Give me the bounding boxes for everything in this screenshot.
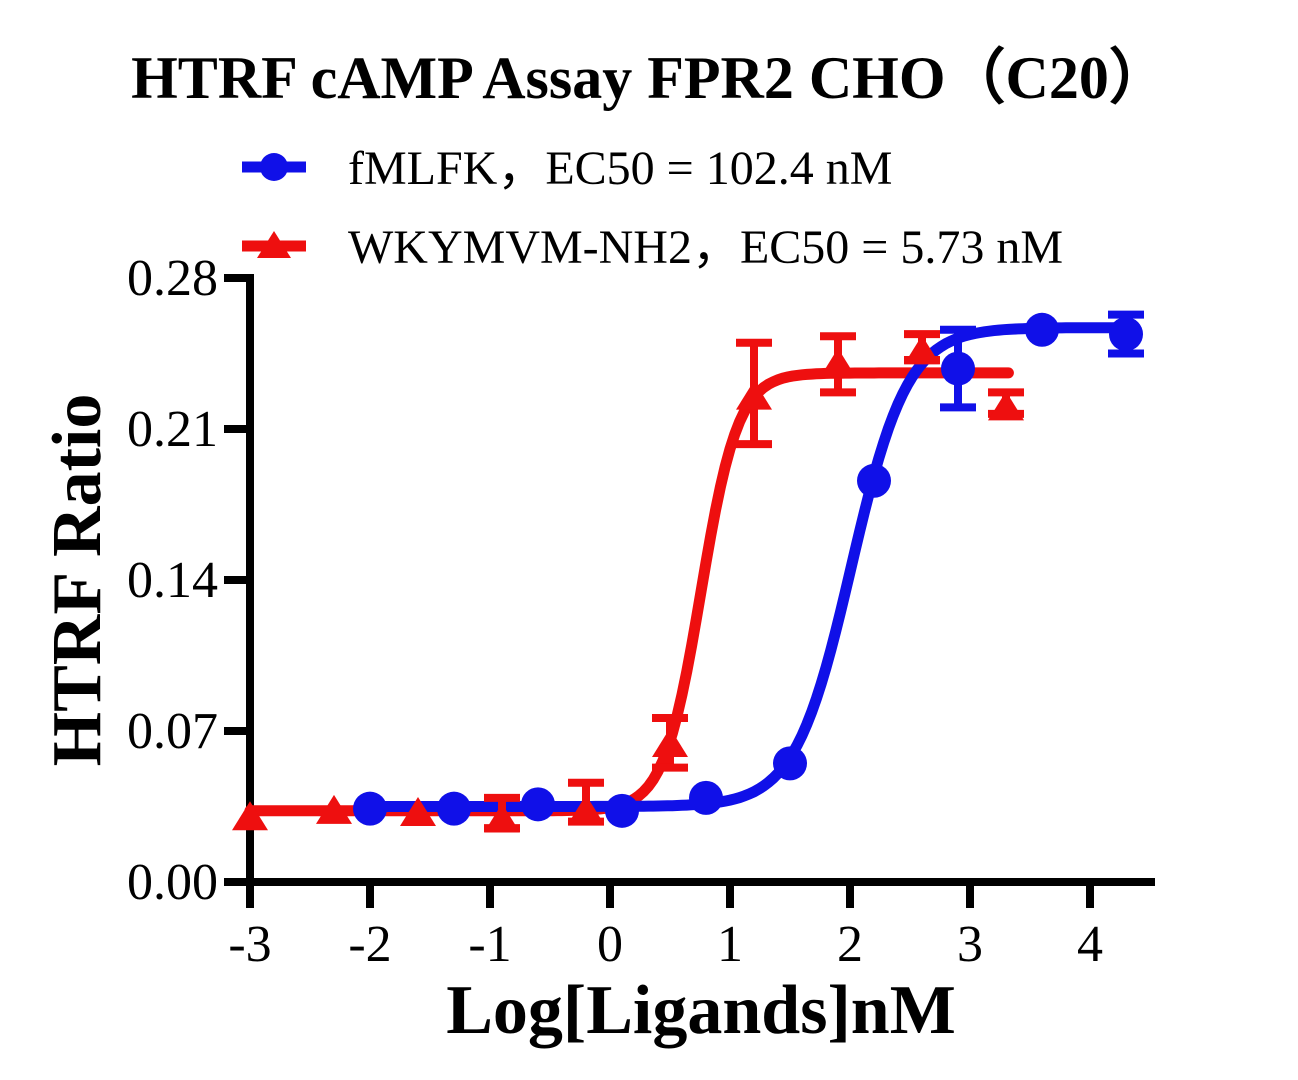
data-point-circle — [437, 791, 471, 826]
data-point-circle — [353, 791, 387, 826]
legend-item-wkymvm: WKYMVM-NH2，EC50 = 5.73 nM — [242, 221, 1063, 274]
data-point-circle — [1025, 312, 1059, 347]
data-point-triangle — [400, 796, 436, 826]
y-tick-label: 0.28 — [127, 250, 218, 307]
data-point-triangle — [904, 335, 940, 365]
data-point-circle — [521, 787, 555, 822]
error-bars — [484, 310, 1144, 833]
y-tick-label: 0.07 — [127, 703, 218, 760]
data-point-triangle — [232, 801, 268, 831]
fit-curves — [244, 322, 1134, 817]
axes: 0.00 0.07 0.14 0.21 0.28 -3 -2 -1 0 1 2 3 4 — [127, 250, 1155, 973]
x-tick-label: -3 — [228, 916, 271, 973]
legend-triangle-marker-icon — [257, 231, 291, 258]
data-point-triangle — [736, 380, 772, 410]
x-tick-label: 3 — [957, 916, 983, 973]
legend: fMLFK，EC50 = 102.4 nM WKYMVM-NH2，EC50 = … — [242, 142, 1063, 274]
y-tick-label: 0.14 — [127, 552, 218, 609]
fit-curve-wkymvm-nh2 — [244, 367, 1014, 817]
data-point-triangle — [988, 391, 1024, 421]
data-point-triangle — [484, 803, 520, 833]
data-point-triangle — [820, 348, 856, 378]
y-axis-label: HTRF Ratio — [39, 394, 116, 767]
x-tick-label: -1 — [468, 916, 511, 973]
data-point-triangle — [316, 794, 352, 824]
data-point-circle — [941, 351, 975, 386]
chart-title: HTRF cAMP Assay FPR2 CHO（C20） — [131, 44, 1169, 111]
legend-item-fmlfk: fMLFK，EC50 = 102.4 nM — [242, 142, 892, 195]
x-tick-label: -2 — [348, 916, 391, 973]
legend-label-fmlfk: fMLFK，EC50 = 102.4 nM — [348, 142, 892, 195]
x-tick-label: 4 — [1077, 916, 1103, 973]
data-point-circle — [689, 780, 723, 815]
x-axis-label: Log[Ligands]nM — [446, 972, 956, 1049]
data-point-circle — [605, 793, 639, 828]
fit-curve-fmlfk — [364, 322, 1134, 812]
x-tick-label: 2 — [837, 916, 863, 973]
x-tick-label: 1 — [717, 916, 743, 973]
legend-label-wkymvm: WKYMVM-NH2，EC50 = 5.73 nM — [348, 221, 1063, 274]
data-point-circle — [773, 746, 807, 781]
y-tick-label: 0.21 — [127, 401, 218, 458]
data-points — [232, 312, 1143, 833]
data-point-triangle — [568, 794, 604, 824]
x-tick-label: 0 — [597, 916, 623, 973]
data-point-circle — [857, 463, 891, 498]
data-point-circle — [1109, 317, 1143, 352]
legend-circle-marker-icon — [260, 153, 288, 181]
data-point-triangle — [652, 727, 688, 757]
y-tick-label: 0.00 — [127, 854, 218, 911]
